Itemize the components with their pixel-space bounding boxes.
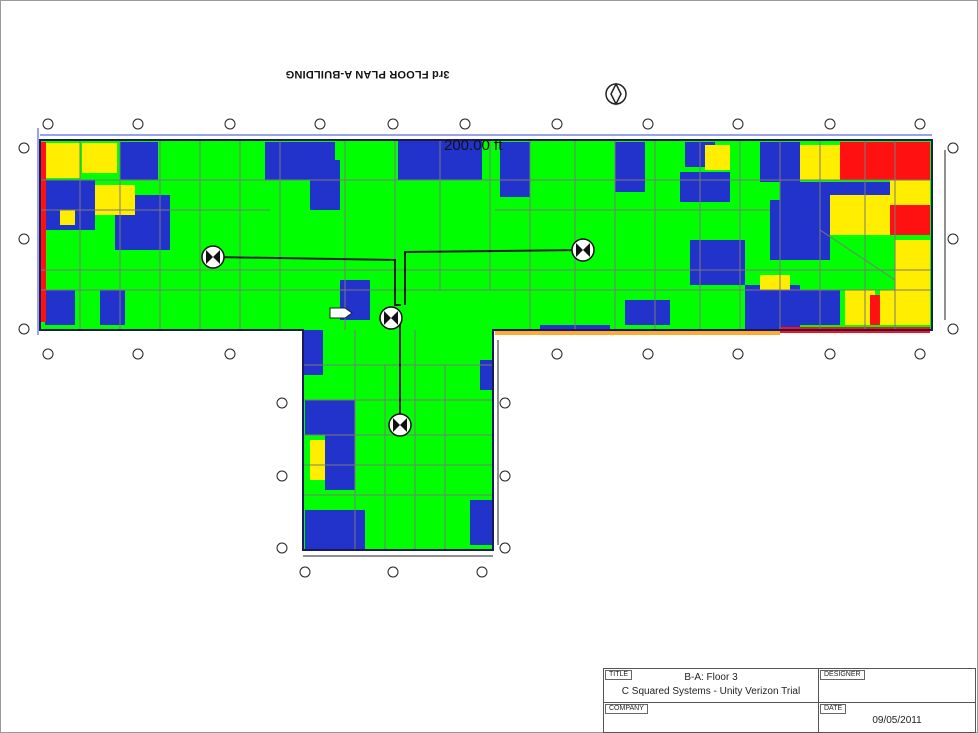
company-cell: COMPANY bbox=[604, 703, 819, 733]
date-tag: DATE bbox=[820, 704, 847, 714]
title-cell: TITLE B-A: Floor 3 C Squared Systems - U… bbox=[604, 669, 819, 703]
title-line-2: C Squared Systems - Unity Verizon Trial bbox=[621, 686, 801, 697]
date-value: 09/05/2011 bbox=[872, 715, 922, 726]
title-block: TITLE B-A: Floor 3 C Squared Systems - U… bbox=[603, 668, 976, 733]
title-line-1: B-A: Floor 3 bbox=[684, 672, 738, 683]
grid-markers bbox=[18, 118, 959, 578]
coverage-edge-orange bbox=[495, 330, 780, 335]
coverage-red-zones bbox=[40, 142, 930, 333]
north-arrow-icon bbox=[605, 82, 627, 106]
title-tag: TITLE bbox=[605, 670, 633, 680]
date-cell: DATE 09/05/2011 bbox=[819, 703, 976, 733]
designer-tag: DESIGNER bbox=[820, 670, 865, 680]
access-point-icon bbox=[379, 306, 403, 330]
access-point-icon bbox=[571, 238, 595, 262]
designer-cell: DESIGNER bbox=[819, 669, 976, 703]
cable-runs bbox=[212, 249, 584, 425]
access-point-icon bbox=[201, 245, 225, 269]
building-outline bbox=[39, 139, 933, 551]
access-point-icon bbox=[388, 413, 412, 437]
coverage-yellow-zones bbox=[45, 143, 930, 480]
company-tag: COMPANY bbox=[605, 704, 648, 714]
room-walls bbox=[40, 140, 932, 550]
scale-label: 200.00 ft bbox=[444, 137, 503, 154]
arrow-marker-icon bbox=[329, 307, 353, 319]
